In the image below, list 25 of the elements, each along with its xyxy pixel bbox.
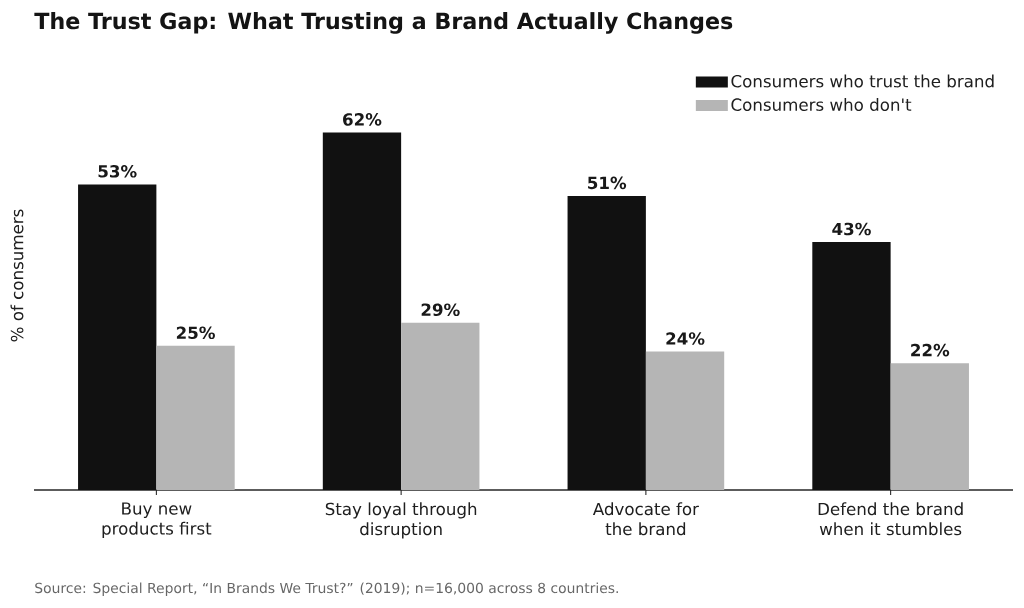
bar [78,184,157,490]
bar [322,132,402,490]
source-note: Source: Special Report, “In Brands We Trust?” (2019); n=16,000 across 8 countries. [35,582,618,596]
data-label: 22% [911,343,950,357]
data-label: 29% [421,303,460,317]
data-label: 51% [588,176,627,190]
legend-label: Consumers who trust the brand [731,74,994,88]
legend-label: Consumers who don't [731,98,912,111]
x-tick-label: Advocate for the brand [592,502,699,536]
bar [645,351,725,490]
y-axis-title: % of consumers [10,209,24,342]
bar [156,345,235,490]
data-label: 43% [832,222,871,236]
bar [812,242,891,490]
bar [890,363,969,490]
chart-title: The Trust Gap: What Trusting a Brand Actually Changes [34,12,733,34]
x-tick-label: Stay loyal through disruption [325,502,477,539]
data-label: 24% [666,332,705,345]
x-tick-label: Buy new products first [102,502,212,538]
data-label: 25% [176,326,215,340]
bar [567,195,646,490]
x-tick-label: Defend the brand when it stumbles [818,502,963,536]
bar [401,322,480,490]
data-label: 53% [98,165,137,178]
data-label: 62% [343,113,382,126]
